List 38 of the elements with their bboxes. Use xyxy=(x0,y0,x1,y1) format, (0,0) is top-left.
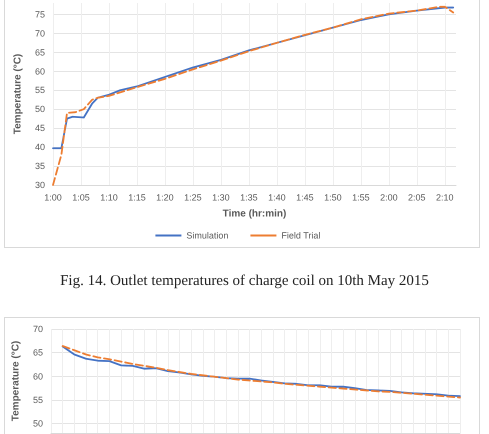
y-tick-label: 55 xyxy=(34,85,45,96)
x-tick-label: 1:15 xyxy=(128,192,146,202)
y-tick-label: 75 xyxy=(34,9,45,20)
legend-label: Field Trial xyxy=(281,230,320,240)
y-tick-label: 45 xyxy=(34,123,45,134)
y-tick-label: 65 xyxy=(34,47,45,58)
x-tick-label: 1:20 xyxy=(156,192,174,202)
y-tick-label: 70 xyxy=(32,324,43,334)
x-tick-label: 1:30 xyxy=(212,192,230,202)
x-tick-label: 1:10 xyxy=(100,192,118,202)
line-series xyxy=(52,6,454,186)
x-tick-label: 1:00 xyxy=(44,192,62,202)
y-axis-title: Temperature (°C) xyxy=(12,54,24,134)
y-tick-label: 70 xyxy=(34,28,45,38)
x-tick-label: 1:55 xyxy=(352,192,370,202)
caption: Fig. 14. Outlet temperatures of charge coil on 10th May 2015 xyxy=(59,273,430,290)
line-series xyxy=(52,6,454,150)
x-tick-label: 1:40 xyxy=(268,192,286,202)
x-tick-label: 1:05 xyxy=(72,192,90,202)
legend-label: Simulation xyxy=(186,230,228,240)
x-tick-label: 2:10 xyxy=(436,192,454,202)
x-axis-title: Time (hr:min) xyxy=(222,208,286,220)
x-tick-label: 1:50 xyxy=(324,192,342,202)
y-tick-label: 55 xyxy=(32,394,43,405)
y-tick-label: 50 xyxy=(32,418,43,429)
y-tick-label: 50 xyxy=(34,104,45,114)
y-axis-title: Temperature (°C) xyxy=(10,340,22,422)
y-tick-label: 60 xyxy=(34,66,45,76)
x-tick-label: 2:00 xyxy=(380,192,398,202)
x-tick-label: 1:35 xyxy=(240,192,258,202)
y-tick-label: 30 xyxy=(34,180,45,190)
x-tick-label: 2:05 xyxy=(408,192,426,202)
y-tick-label: 40 xyxy=(34,142,45,152)
y-tick-label: 65 xyxy=(32,348,43,358)
x-tick-label: 1:45 xyxy=(296,192,314,202)
y-tick-label: 60 xyxy=(32,371,43,382)
x-tick-label: 1:25 xyxy=(184,192,202,202)
y-tick-label: 35 xyxy=(34,161,45,172)
